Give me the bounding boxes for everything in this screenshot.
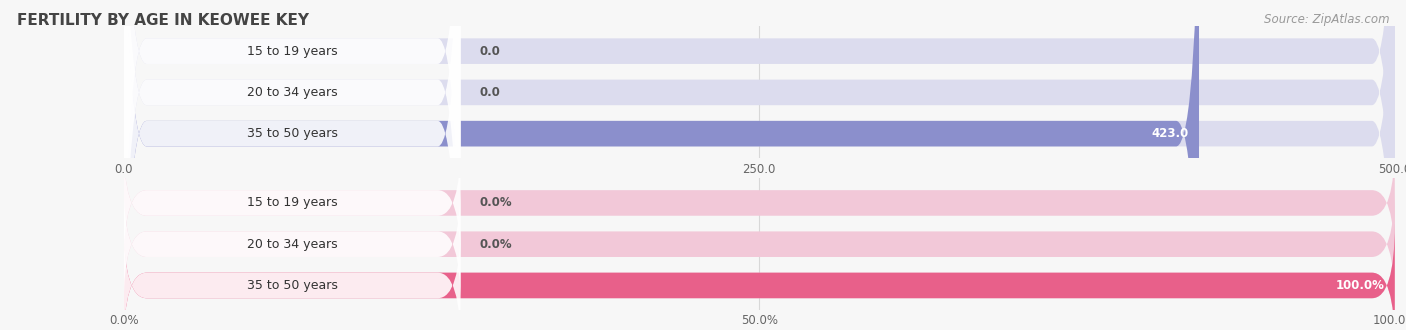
FancyBboxPatch shape xyxy=(124,224,1395,330)
FancyBboxPatch shape xyxy=(124,0,1199,330)
FancyBboxPatch shape xyxy=(124,0,1395,330)
FancyBboxPatch shape xyxy=(124,0,461,330)
FancyBboxPatch shape xyxy=(124,0,461,330)
Text: 15 to 19 years: 15 to 19 years xyxy=(247,196,337,210)
Text: 20 to 34 years: 20 to 34 years xyxy=(247,86,337,99)
FancyBboxPatch shape xyxy=(124,0,1395,330)
FancyBboxPatch shape xyxy=(124,142,461,264)
FancyBboxPatch shape xyxy=(124,142,1395,264)
FancyBboxPatch shape xyxy=(124,183,461,306)
FancyBboxPatch shape xyxy=(124,0,461,330)
Text: 35 to 50 years: 35 to 50 years xyxy=(246,127,337,140)
Text: 0.0: 0.0 xyxy=(479,86,501,99)
Text: 0.0%: 0.0% xyxy=(479,238,512,251)
Text: FERTILITY BY AGE IN KEOWEE KEY: FERTILITY BY AGE IN KEOWEE KEY xyxy=(17,13,309,28)
Text: 15 to 19 years: 15 to 19 years xyxy=(247,45,337,58)
FancyBboxPatch shape xyxy=(124,183,1395,306)
FancyBboxPatch shape xyxy=(124,224,1395,330)
FancyBboxPatch shape xyxy=(124,0,1395,330)
Text: 100.0%: 100.0% xyxy=(1336,279,1385,292)
Text: 0.0%: 0.0% xyxy=(479,196,512,210)
Text: Source: ZipAtlas.com: Source: ZipAtlas.com xyxy=(1264,13,1389,26)
Text: 35 to 50 years: 35 to 50 years xyxy=(246,279,337,292)
Text: 20 to 34 years: 20 to 34 years xyxy=(247,238,337,251)
Text: 0.0: 0.0 xyxy=(479,45,501,58)
FancyBboxPatch shape xyxy=(124,224,461,330)
Text: 423.0: 423.0 xyxy=(1152,127,1189,140)
